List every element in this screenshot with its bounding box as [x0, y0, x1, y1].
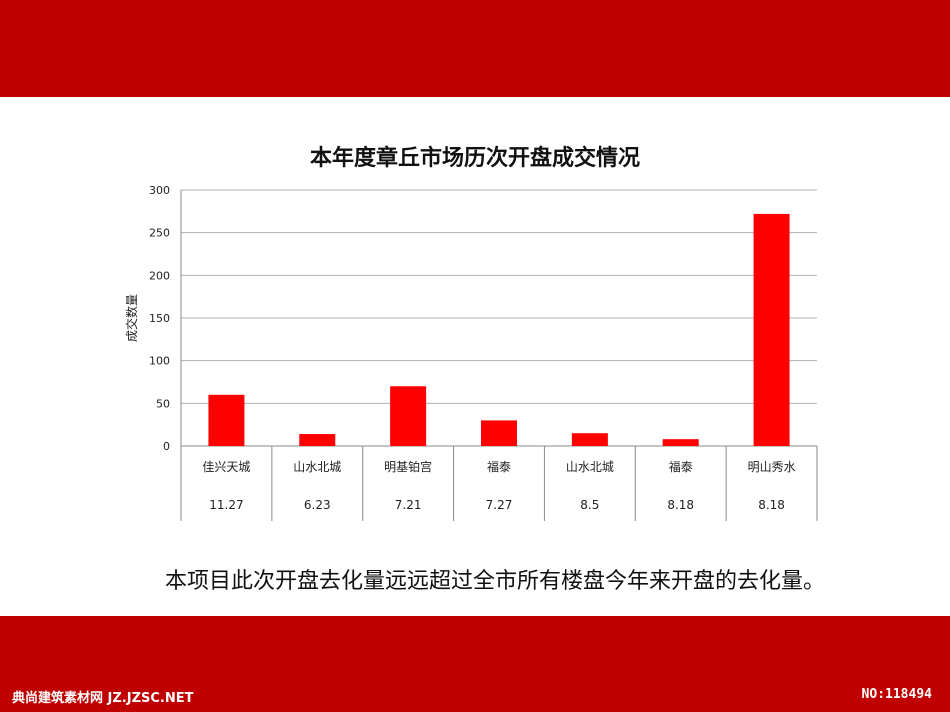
bottom-banner — [0, 616, 950, 712]
bar — [390, 386, 427, 446]
x-date-label: 8.18 — [758, 498, 785, 512]
bar — [299, 434, 336, 446]
y-tick-label: 250 — [149, 227, 170, 240]
bar — [481, 420, 517, 446]
x-date-label: 7.27 — [486, 498, 513, 512]
y-tick-label: 0 — [163, 440, 170, 453]
x-category-label: 明基铂宫 — [384, 459, 432, 474]
y-tick-label: 50 — [156, 397, 170, 410]
x-category-label: 福泰 — [669, 459, 693, 474]
x-category-label: 山水北城 — [566, 460, 614, 474]
x-date-label: 11.27 — [209, 498, 243, 512]
x-date-label: 6.23 — [304, 498, 331, 512]
x-category-label: 福泰 — [487, 459, 511, 474]
x-category-label: 明山秀水 — [748, 460, 796, 474]
bar — [208, 394, 245, 446]
caption-text: 本项目此次开盘去化量远远超过全市所有楼盘今年来开盘的去化量。 — [164, 569, 825, 594]
y-axis-title: 成交数量 — [124, 294, 139, 342]
bar — [753, 213, 790, 446]
footer-id-label: NO:118494 — [861, 687, 932, 702]
y-tick-label: 150 — [149, 312, 170, 325]
y-tick-label: 200 — [149, 269, 170, 282]
bar — [662, 439, 699, 446]
x-category-label: 佳兴天城 — [202, 460, 250, 474]
footer-site-label: 典尚建筑素材网 JZ.JZSC.NET — [12, 691, 194, 706]
x-date-label: 7.21 — [395, 498, 422, 512]
y-tick-label: 100 — [149, 355, 170, 368]
top-banner — [0, 0, 950, 97]
bar — [571, 433, 608, 446]
x-category-label: 山水北城 — [293, 460, 341, 474]
x-date-label: 8.5 — [580, 498, 599, 512]
chart-title: 本年度章丘市场历次开盘成交情况 — [309, 146, 640, 171]
y-tick-label: 300 — [149, 184, 170, 197]
x-date-label: 8.18 — [667, 498, 694, 512]
